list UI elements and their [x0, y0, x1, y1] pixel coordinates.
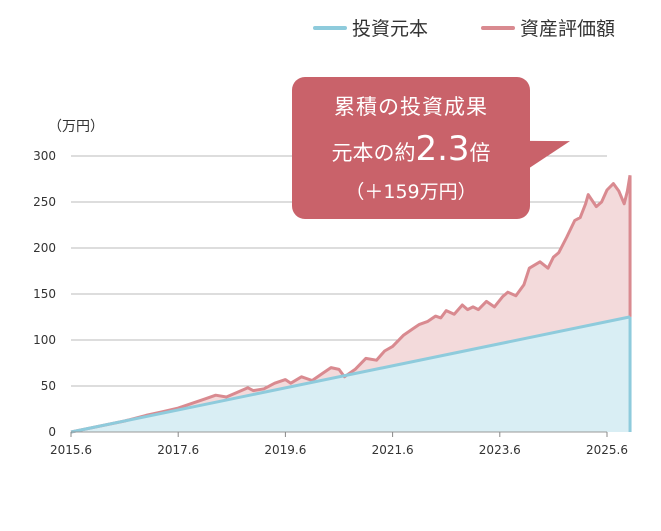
callout-multiplier: 2.3	[415, 129, 470, 169]
callout-title: 累積の投資成果	[334, 95, 488, 119]
y-tick-200: 200	[33, 241, 56, 255]
x-tick-labels: 2015.6 2017.6 2019.6 2021.6 2023.6 2025.6	[50, 432, 628, 457]
x-tick-2025.6: 2025.6	[586, 443, 628, 457]
legend: 投資元本 資産評価額	[313, 18, 615, 40]
legend-principal-label: 投資元本	[352, 18, 428, 40]
y-tick-labels: 0 50 100 150 200 250 300	[33, 149, 56, 439]
y-tick-0: 0	[48, 425, 56, 439]
legend-valuation-label: 資産評価額	[520, 18, 615, 40]
principal-line	[70, 315, 631, 434]
y-tick-250: 250	[33, 195, 56, 209]
y-axis-unit-label: （万円）	[48, 119, 104, 135]
callout-gain: （＋159万円）	[345, 181, 477, 203]
x-tick-2019.6: 2019.6	[264, 443, 306, 457]
y-tick-100: 100	[33, 333, 56, 347]
callout-suffix: 倍	[469, 141, 491, 165]
x-tick-2021.6: 2021.6	[372, 443, 414, 457]
callout-multiplier-line: 元本の約2.3倍	[292, 129, 530, 169]
y-tick-300: 300	[33, 149, 56, 163]
x-tick-2015.6: 2015.6	[50, 443, 92, 457]
y-tick-50: 50	[41, 379, 56, 393]
callout-prefix: 元本の約	[331, 141, 416, 165]
x-tick-2017.6: 2017.6	[157, 443, 199, 457]
plot-areas	[70, 175, 632, 434]
x-tick-2023.6: 2023.6	[479, 443, 521, 457]
y-tick-150: 150	[33, 287, 56, 301]
valuation-line	[70, 175, 632, 434]
result-callout: 累積の投資成果 元本の約2.3倍 （＋159万円）	[292, 77, 530, 219]
